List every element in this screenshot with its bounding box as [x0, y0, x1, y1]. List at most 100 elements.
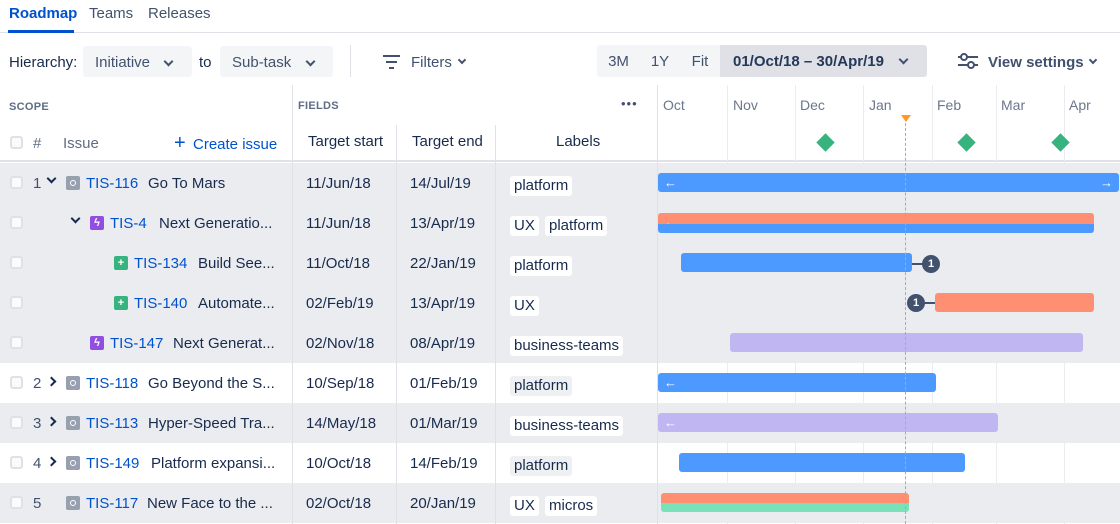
issue-summary[interactable]: Next Generatio...	[159, 215, 273, 232]
target-end-cell[interactable]: 14/Jul/19	[410, 175, 471, 192]
target-start-cell[interactable]: 02/Feb/19	[306, 295, 374, 312]
schedule-bar[interactable]	[681, 253, 912, 272]
date-range-dropdown[interactable]: 01/Oct/18 – 30/Apr/19	[720, 45, 927, 77]
release-milestone-icon[interactable]	[957, 133, 976, 152]
issue-key-link[interactable]: TIS-116	[86, 175, 139, 192]
row-checkbox[interactable]	[10, 216, 23, 229]
table-row[interactable]: 4 TIS-149 Platform expansi... 10/Oct/18 14/F…	[0, 443, 1120, 483]
issue-key-link[interactable]: TIS-149	[86, 455, 140, 472]
label-chip[interactable]: UX	[510, 296, 539, 316]
range-fit-button[interactable]: Fit	[680, 45, 720, 77]
issue-key-link[interactable]: TIS-134	[134, 255, 188, 272]
tab-teams[interactable]: Teams	[89, 5, 134, 22]
initiative-type-icon	[66, 456, 80, 470]
row-checkbox[interactable]	[10, 456, 23, 469]
row-checkbox[interactable]	[10, 336, 23, 349]
hierarchy-to-dropdown[interactable]: Sub-task	[220, 46, 333, 77]
target-end-cell[interactable]: 22/Jan/19	[410, 255, 476, 272]
issue-key-link[interactable]: TIS-4	[110, 215, 147, 232]
chevron-down-icon[interactable]	[46, 173, 57, 184]
chevron-down-icon	[457, 55, 467, 65]
schedule-bar[interactable]	[935, 293, 1094, 312]
schedule-bar[interactable]	[661, 503, 909, 512]
row-checkbox[interactable]	[10, 256, 23, 269]
issue-key-link[interactable]: TIS-117	[86, 495, 139, 512]
target-start-cell[interactable]: 10/Sep/18	[306, 375, 375, 392]
target-start-cell[interactable]: 11/Jun/18	[306, 215, 371, 232]
issue-summary[interactable]: Platform expansi...	[151, 455, 276, 472]
schedule-bar[interactable]: ←	[658, 213, 1094, 230]
issue-summary[interactable]: Hyper-Speed Tra...	[148, 415, 275, 432]
labels-header[interactable]: Labels	[556, 133, 601, 150]
target-end-cell[interactable]: 20/Jan/19	[410, 495, 476, 512]
schedule-bar[interactable]	[661, 493, 909, 503]
chevron-down-icon[interactable]	[70, 213, 81, 224]
target-start-cell[interactable]: 14/May/18	[306, 415, 377, 432]
label-chip[interactable]: business-teams	[510, 336, 624, 356]
hierarchy-from-dropdown[interactable]: Initiative	[83, 46, 192, 77]
table-row[interactable]: + TIS-134 Build See... 11/Oct/18 22/Jan/19 pl…	[0, 243, 1120, 283]
row-checkbox[interactable]	[10, 296, 23, 309]
target-start-cell[interactable]: 10/Oct/18	[306, 455, 372, 472]
target-start-cell[interactable]: 11/Oct/18	[306, 255, 370, 272]
label-chip[interactable]: platform	[545, 216, 608, 236]
initiative-type-icon	[66, 376, 80, 390]
target-start-cell[interactable]: 02/Oct/18	[306, 495, 372, 512]
chevron-right-icon[interactable]	[46, 376, 57, 387]
tab-releases[interactable]: Releases	[148, 5, 211, 22]
row-checkbox[interactable]	[10, 376, 23, 389]
target-end-cell[interactable]: 01/Mar/19	[410, 415, 478, 432]
target-end-cell[interactable]: 01/Feb/19	[410, 375, 478, 392]
target-start-header[interactable]: Target start	[308, 133, 384, 150]
label-chip[interactable]: platform	[510, 456, 573, 476]
range-3m-button[interactable]: 3M	[597, 45, 640, 77]
chevron-right-icon[interactable]	[46, 416, 57, 427]
issue-key-link[interactable]: TIS-113	[86, 415, 139, 432]
label-chip[interactable]: platform	[510, 256, 573, 276]
target-end-cell[interactable]: 13/Apr/19	[410, 215, 476, 232]
range-1y-button[interactable]: 1Y	[640, 45, 680, 77]
label-chip[interactable]: micros	[545, 496, 598, 516]
release-milestone-icon[interactable]	[816, 133, 835, 152]
target-end-cell[interactable]: 08/Apr/19	[410, 335, 476, 352]
row-checkbox[interactable]	[10, 496, 23, 509]
issue-key-link[interactable]: TIS-118	[86, 375, 139, 392]
chevron-right-icon[interactable]	[46, 456, 57, 467]
issue-key-link[interactable]: TIS-140	[134, 295, 188, 312]
row-checkbox[interactable]	[10, 176, 23, 189]
label-chip[interactable]: platform	[510, 176, 573, 196]
filters-label: Filters	[411, 54, 452, 71]
issue-summary[interactable]: Build See...	[198, 255, 275, 272]
issue-summary[interactable]: Next Generat...	[173, 335, 275, 352]
schedule-bar[interactable]: ← →	[658, 173, 1119, 192]
tab-roadmap[interactable]: Roadmap	[9, 5, 78, 22]
issue-summary[interactable]: Go To Mars	[148, 175, 226, 192]
table-row[interactable]: 3 TIS-113 Hyper-Speed Tra... 14/May/18 01/Ma…	[0, 403, 1120, 443]
schedule-bar[interactable]: ←	[658, 413, 998, 432]
issue-summary[interactable]: Go Beyond the S...	[148, 375, 275, 392]
label-chip[interactable]: UX	[510, 496, 539, 516]
label-chip[interactable]: UX	[510, 216, 539, 236]
schedule-bar[interactable]	[658, 224, 1094, 233]
target-start-cell[interactable]: 02/Nov/18	[306, 335, 375, 352]
label-chip[interactable]: business-teams	[510, 416, 624, 436]
issue-summary[interactable]: Automate...	[198, 295, 275, 312]
target-end-header[interactable]: Target end	[412, 133, 483, 150]
table-row[interactable]: 5 TIS-117 New Face to the ... 02/Oct/18 20/J…	[0, 483, 1120, 523]
schedule-bar[interactable]	[679, 453, 965, 472]
target-start-cell[interactable]: 11/Jun/18	[306, 175, 371, 192]
row-checkbox[interactable]	[10, 416, 23, 429]
table-row[interactable]: 2 TIS-118 Go Beyond the S... 10/Sep/18 01/Fe…	[0, 363, 1120, 403]
schedule-bar[interactable]	[730, 333, 1083, 352]
schedule-bar[interactable]: ←	[658, 373, 936, 392]
label-chip[interactable]: platform	[510, 376, 573, 396]
dependency-badge[interactable]: 1	[907, 294, 925, 312]
issue-summary[interactable]: New Face to the ...	[147, 495, 273, 512]
target-end-cell[interactable]: 14/Feb/19	[410, 455, 478, 472]
more-options-icon[interactable]: •••	[621, 96, 638, 111]
issue-key-link[interactable]: TIS-147	[110, 335, 164, 352]
release-milestone-icon[interactable]	[1051, 133, 1070, 152]
dependency-badge[interactable]: 1	[922, 255, 940, 273]
select-all-checkbox[interactable]	[10, 136, 23, 149]
target-end-cell[interactable]: 13/Apr/19	[410, 295, 476, 312]
